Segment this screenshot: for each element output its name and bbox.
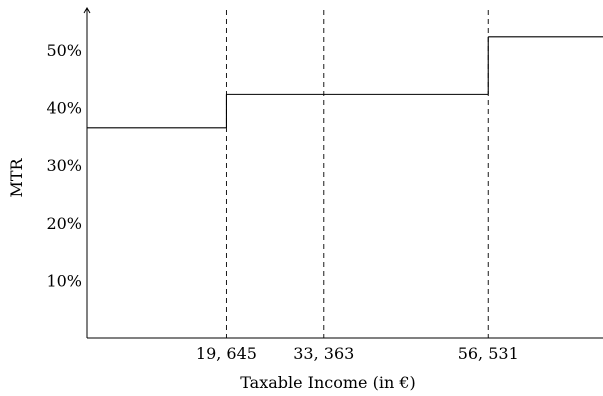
tick-labels: 10% 20% 30% 40% 50% 19, 645 33, 363 56, 531	[46, 41, 518, 363]
x-tick-label: 56, 531	[458, 344, 519, 363]
x-tick-label: 19, 645	[196, 344, 257, 363]
y-axis-arrowhead	[83, 7, 91, 14]
vertical-reference-lines	[225, 10, 489, 338]
x-axis-title: Taxable Income (in €)	[240, 373, 416, 392]
y-tick-label: 50%	[46, 41, 82, 60]
y-tick-label: 20%	[46, 214, 82, 233]
chart-axes	[83, 7, 603, 339]
y-axis-title: MTR	[7, 158, 26, 198]
y-tick-label: 30%	[46, 156, 82, 175]
y-tick-label: 40%	[46, 99, 82, 118]
mtr-step-series	[87, 36, 603, 129]
x-tick-label: 33, 363	[293, 344, 354, 363]
y-tick-label: 10%	[46, 271, 82, 290]
